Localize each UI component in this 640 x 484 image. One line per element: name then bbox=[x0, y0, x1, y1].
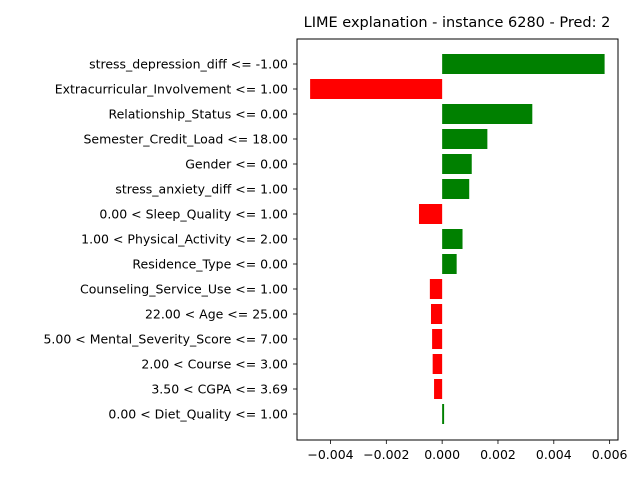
bar bbox=[430, 304, 443, 324]
bar bbox=[442, 54, 605, 74]
bar bbox=[442, 154, 472, 174]
x-tick-label: 0.002 bbox=[480, 447, 516, 462]
bar bbox=[432, 354, 443, 374]
y-tick-label: 2.00 < Course <= 3.00 bbox=[141, 357, 288, 372]
bar bbox=[442, 404, 445, 424]
y-tick-label: 3.50 < CGPA <= 3.69 bbox=[151, 382, 288, 397]
y-tick-label: Semester_Credit_Load <= 18.00 bbox=[84, 132, 289, 147]
bar bbox=[434, 379, 443, 399]
x-tick-label: −0.004 bbox=[307, 447, 353, 462]
x-tick-label: 0.006 bbox=[592, 447, 628, 462]
y-tick-labels: stress_depression_diff <= -1.00 Extracurr… bbox=[43, 57, 297, 422]
y-tick-label: Counseling_Service_Use <= 1.00 bbox=[80, 282, 288, 297]
y-tick-label: 0.00 < Sleep_Quality <= 1.00 bbox=[99, 207, 288, 222]
y-tick-label: Residence_Type <= 0.00 bbox=[132, 257, 288, 272]
bar bbox=[442, 129, 488, 149]
x-tick-label: 0.000 bbox=[424, 447, 460, 462]
bar bbox=[432, 329, 443, 349]
y-tick-label: 5.00 < Mental_Severity_Score <= 7.00 bbox=[43, 332, 288, 347]
bar bbox=[442, 229, 463, 249]
x-ticks: −0.004 −0.002 0.000 0.002 0.004 0.006 bbox=[307, 440, 628, 462]
bar bbox=[442, 254, 457, 274]
chart-title: LIME explanation - instance 6280 - Pred:… bbox=[304, 15, 611, 31]
y-tick-label: stress_anxiety_diff <= 1.00 bbox=[115, 182, 288, 197]
bar bbox=[418, 204, 443, 224]
plot-frame bbox=[296, 38, 619, 441]
x-tick-label: 0.004 bbox=[536, 447, 572, 462]
y-tick-label: Relationship_Status <= 0.00 bbox=[108, 107, 288, 122]
y-tick-label: Extracurricular_Involvement <= 1.00 bbox=[55, 82, 288, 97]
y-tick-label: 22.00 < Age <= 25.00 bbox=[145, 307, 288, 322]
bar bbox=[310, 79, 443, 99]
bar bbox=[442, 179, 470, 199]
bars-group bbox=[310, 54, 605, 424]
y-tick-label: 1.00 < Physical_Activity <= 2.00 bbox=[81, 232, 288, 247]
y-tick-label: stress_depression_diff <= -1.00 bbox=[89, 57, 288, 72]
bar bbox=[442, 104, 533, 124]
y-tick-label: Gender <= 0.00 bbox=[185, 157, 288, 172]
bar bbox=[429, 279, 443, 299]
x-tick-label: −0.002 bbox=[363, 447, 409, 462]
y-tick-label: 0.00 < Diet_Quality <= 1.00 bbox=[108, 407, 288, 422]
